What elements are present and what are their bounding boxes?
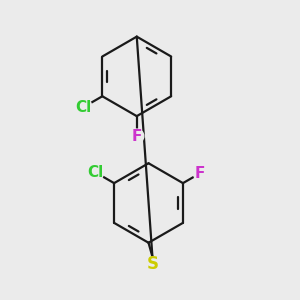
Text: S: S	[147, 255, 159, 273]
Circle shape	[86, 163, 104, 181]
Circle shape	[193, 166, 207, 180]
Circle shape	[130, 129, 144, 143]
Text: F: F	[195, 166, 206, 181]
Circle shape	[146, 257, 160, 271]
Circle shape	[74, 98, 92, 116]
Text: Cl: Cl	[87, 165, 103, 180]
Text: F: F	[132, 129, 142, 144]
Text: Cl: Cl	[75, 100, 91, 115]
